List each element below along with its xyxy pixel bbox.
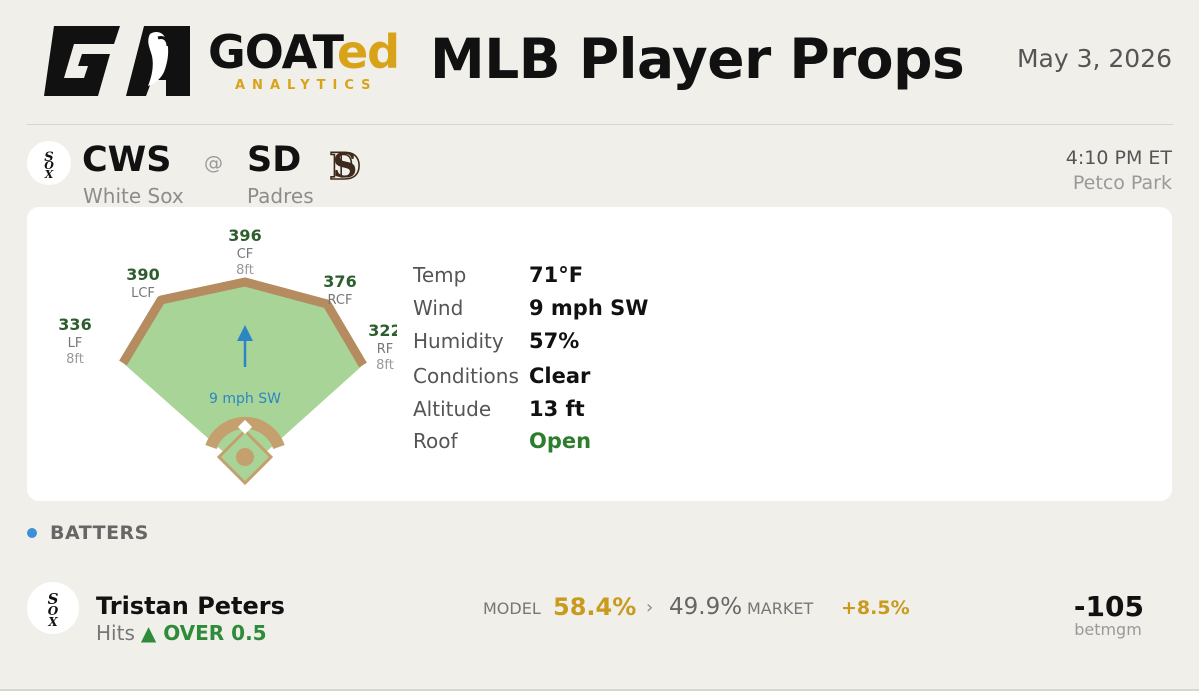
away-team-name: White Sox [83,184,184,208]
svg-text:O: O [44,159,54,172]
header-divider [27,124,1173,125]
svg-text:X: X [44,168,54,180]
weather-value: 71°F [529,263,584,287]
svg-text:X: X [47,615,58,628]
weather-row-wind: Wind 9 mph SW [413,293,648,323]
svg-text:O: O [48,604,59,618]
brand-tagline: ANALYTICS [235,78,378,93]
svg-text:S: S [44,150,53,165]
weather-value: 57% [529,329,580,353]
svg-text:D: D [329,146,360,185]
weather-row-conditions: Conditions Clear [413,361,590,391]
second-base [237,419,253,435]
fence-distance: 396 [228,226,261,245]
page-title: MLB Player Props [430,27,965,91]
wind-arrow-icon [237,325,253,341]
matchup-at-symbol: @ [204,152,223,174]
fence-distance: 390 [126,265,159,284]
fence-distance: 376 [323,272,356,291]
fence-position: LF [68,336,83,351]
header: GOATed ANALYTICS MLB Player Props May 3,… [0,0,1199,124]
weather-row-altitude: Altitude 13 ft [413,394,585,424]
prop-line: Hits ▲ OVER 0.5 [96,620,267,646]
fence-label-cf: 396 CF 8ft [228,226,261,278]
weather-value: 9 mph SW [529,296,649,320]
weather-value: 13 ft [529,397,585,421]
fence-position: CF [237,247,254,262]
brand-name-accent: ed [336,25,400,79]
fence-position: RF [377,342,394,357]
chevron-right-icon: › [646,597,654,618]
weather-value: Clear [529,364,591,388]
fence-label-lf: 336 LF 8ft [58,315,91,367]
weather-value: Open [529,429,592,453]
weather-label: Roof [413,429,458,453]
outfield-wall [119,277,367,368]
game-venue: Petco Park [1072,172,1172,194]
fence-position: RCF [328,293,353,308]
prop-pick: ▲ OVER 0.5 [140,621,267,645]
pitchers-mound [236,448,254,466]
section-dot-icon [27,528,37,538]
weather-label: Wind [413,296,464,320]
wind-label: 9 mph SW [209,391,281,407]
model-probability: 58.4% [553,593,637,621]
padres-logo-icon: S D [323,141,367,185]
weather-row-humidity: Humidity 57% [413,326,579,356]
brand-wordmark: GOATed ANALYTICS [208,25,400,94]
model-label: MODEL [483,599,541,618]
away-team-abbr: CWS [82,140,172,180]
brand-name-main: GOAT [208,25,338,79]
sportsbook-name: betmgm [1074,620,1142,639]
fence-position: LCF [131,286,155,301]
weather-card: 9 mph SW 336 LF 8ft 390 LCF 396 CF 8ft 3… [27,207,1172,501]
fence-height: 8ft [66,352,84,367]
fence-label-rcf: 376 RCF [323,272,356,308]
market-probability: 49.9% [669,594,743,620]
fence-height: 8ft [376,358,394,373]
prop-stat: Hits [96,621,135,645]
section-title: BATTERS [50,522,149,544]
goated-logo-icon [44,26,190,96]
market-label: MARKET [747,599,814,618]
weather-label: Conditions [413,364,519,388]
weather-label: Altitude [413,397,492,421]
weather-label: Humidity [413,329,504,353]
fence-distance: 322 [368,321,397,340]
white-sox-logo-icon: S O X [27,141,71,185]
white-sox-logo-icon: S O X [27,582,79,634]
outfield-grass [123,282,363,471]
weather-label: Temp [413,263,467,287]
weather-row-temp: Temp 71°F [413,260,583,290]
ballpark-diagram: 9 mph SW 336 LF 8ft 390 LCF 396 CF 8ft 3… [58,226,397,485]
home-team-abbr: SD [247,140,302,180]
fence-height: 8ft [236,263,254,278]
fence-label-lcf: 390 LCF [126,265,159,301]
home-team-name: Padres [247,184,314,208]
player-name: Tristan Peters [96,592,285,620]
bottom-divider [0,689,1199,691]
weather-row-roof: Roof Open [413,426,591,456]
svg-text:S: S [333,146,358,185]
edge-value: +8.5% [841,597,910,619]
odds-value: -105 [1073,590,1144,623]
page-date: May 3, 2026 [1016,44,1172,73]
svg-text:S: S [48,590,59,608]
fence-distance: 336 [58,315,91,334]
game-time: 4:10 PM ET [1065,147,1172,169]
fence-label-rf: 322 RF 8ft [368,321,397,373]
